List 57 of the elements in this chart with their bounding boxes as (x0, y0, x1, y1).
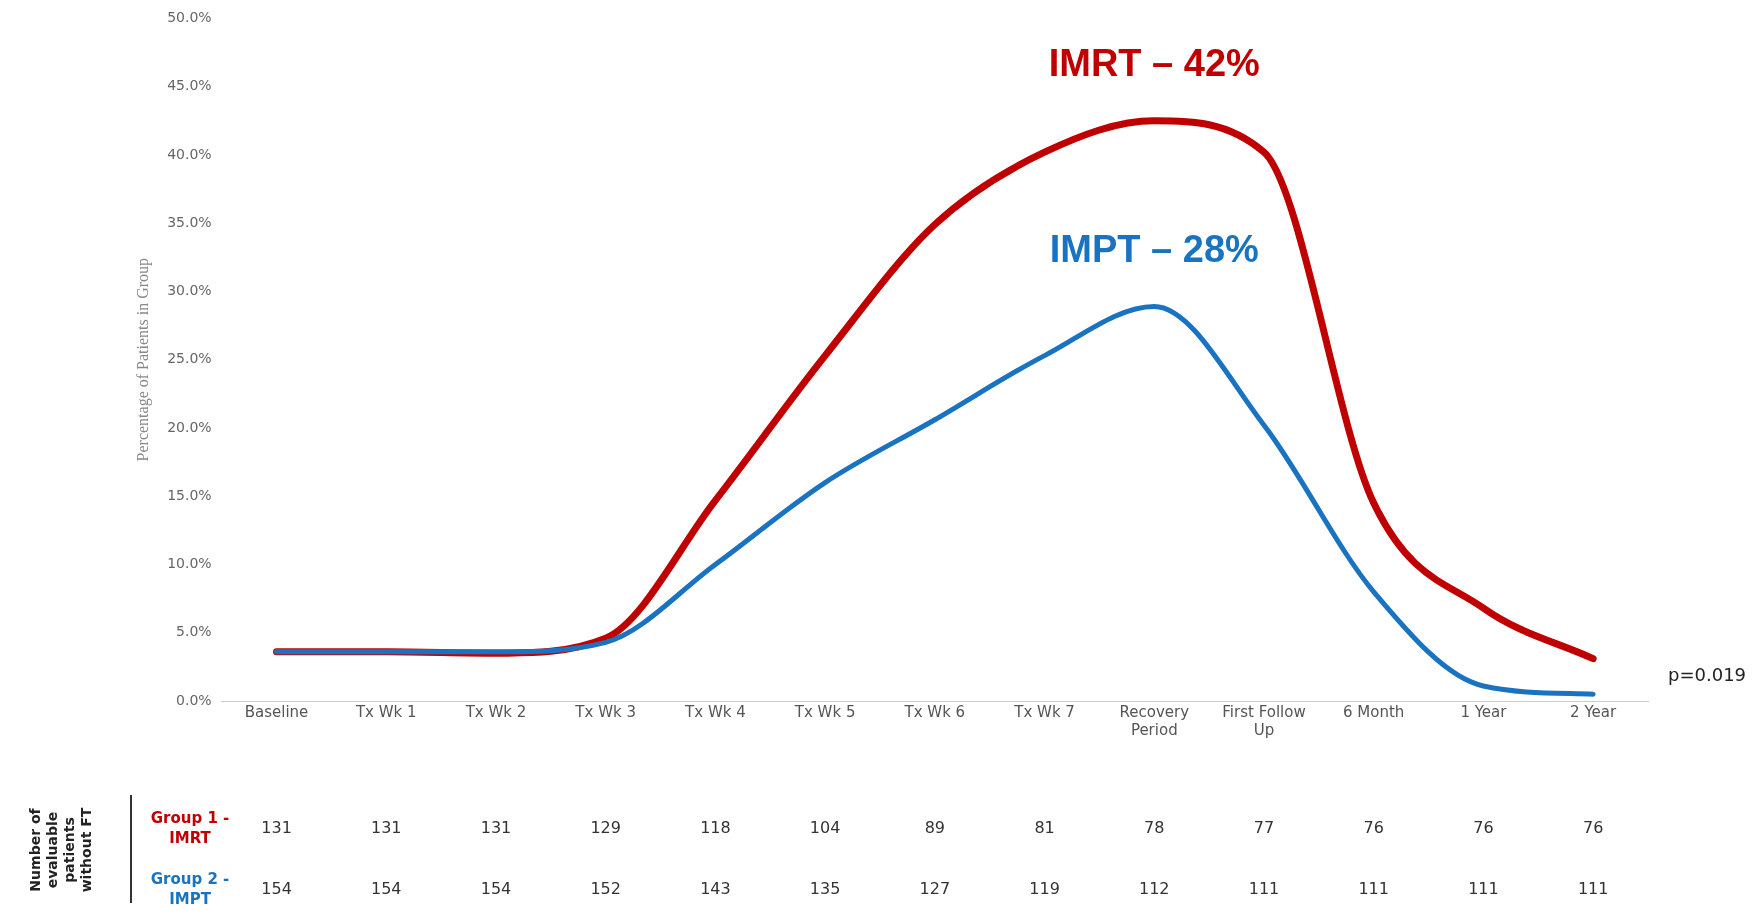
text: 76 (1363, 818, 1384, 838)
text: 111 (1577, 879, 1609, 899)
x-tick-label: Tx Wk 4 (684, 702, 746, 721)
text: 131 (261, 818, 292, 838)
y-tick-label: 5.0% (176, 623, 212, 640)
text: 127 (919, 879, 951, 899)
y-tick-label: 40.0% (167, 145, 212, 162)
annotation: IMRT – 42% (1048, 42, 1260, 85)
x-tick-label: First Follow Up (1222, 702, 1306, 739)
x-tick-label: 6 Month (1343, 702, 1405, 721)
y-tick-label: 15.0% (167, 486, 212, 503)
x-tick-label: Tx Wk 5 (793, 702, 856, 721)
y-tick-label: 30.0% (167, 282, 212, 299)
text: 154 (370, 879, 402, 899)
text: Number of evaluable patients without FT (27, 807, 95, 893)
text: 89 (924, 818, 946, 838)
text: 111 (1468, 879, 1499, 899)
y-tick-label: 20.0% (167, 418, 212, 435)
text: 76 (1473, 818, 1494, 838)
y-tick-label: 50.0% (167, 9, 212, 26)
text: 118 (700, 818, 731, 838)
x-tick-label: Tx Wk 7 (1013, 702, 1075, 721)
x-tick-label: Tx Wk 2 (464, 702, 527, 721)
text: 131 (480, 818, 512, 838)
text: 131 (370, 818, 402, 838)
x-tick-label: 2 Year (1570, 702, 1617, 721)
text: 78 (1144, 818, 1165, 838)
text: 104 (809, 818, 841, 838)
y-tick-label: 35.0% (167, 213, 212, 230)
annotation: IMPT – 28% (1049, 227, 1259, 270)
x-tick-label: 1 Year (1460, 702, 1508, 721)
text: 154 (480, 879, 512, 899)
text: 152 (590, 879, 621, 899)
x-tick-label: Tx Wk 1 (354, 702, 417, 721)
y-tick-label: 45.0% (167, 77, 212, 94)
text: 143 (700, 879, 731, 899)
text: 154 (261, 879, 292, 899)
text: 112 (1139, 879, 1170, 899)
text: 76 (1582, 818, 1604, 838)
y-tick-label: 25.0% (167, 350, 212, 367)
x-tick-label: Tx Wk 6 (903, 702, 966, 721)
x-tick-label: Baseline (244, 702, 309, 721)
text: 111 (1358, 879, 1389, 899)
text: 129 (590, 818, 621, 838)
text: 135 (809, 879, 841, 899)
y-tick-label: 10.0% (167, 555, 212, 572)
text: Group 1 - IMRT (150, 808, 230, 847)
text: 119 (1029, 879, 1060, 899)
text: Group 2 - IMPT (150, 869, 230, 908)
x-tick-label: Tx Wk 3 (574, 702, 637, 721)
text: 111 (1248, 879, 1280, 899)
y-axis-title: Percentage of Patients in Group (133, 257, 152, 462)
y-tick-label: 0.0% (176, 691, 212, 708)
text: 81 (1034, 818, 1055, 838)
text: 77 (1253, 818, 1275, 838)
x-tick-label: Recovery Period (1119, 702, 1190, 739)
text: p=0.019 (1668, 663, 1747, 685)
